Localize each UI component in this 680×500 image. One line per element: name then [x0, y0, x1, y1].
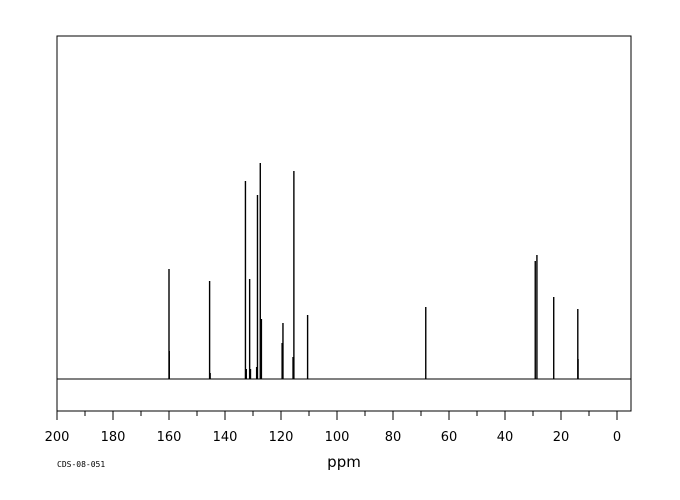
x-tick-label: 100	[325, 430, 350, 445]
x-tick-label: 0	[613, 430, 621, 445]
peak-series	[168, 163, 579, 379]
x-tick-label: 200	[45, 430, 70, 445]
plot-frame	[56, 35, 632, 412]
x-tick-label: 140	[213, 430, 238, 445]
x-tick-label: 40	[497, 430, 514, 445]
x-tick-label: 120	[269, 430, 294, 445]
x-axis-title: ppm	[327, 453, 361, 471]
spectrum-code-label: CDS-08-051	[57, 460, 105, 469]
x-axis-ticks	[56, 411, 618, 420]
x-tick-label: 80	[385, 430, 402, 445]
x-tick-label: 20	[553, 430, 570, 445]
x-tick-label: 60	[441, 430, 458, 445]
x-axis-tick-labels: 200 180 160 140 120 100 80 60 40 20 0	[45, 430, 622, 445]
x-tick-label: 160	[157, 430, 182, 445]
x-tick-label: 180	[101, 430, 126, 445]
